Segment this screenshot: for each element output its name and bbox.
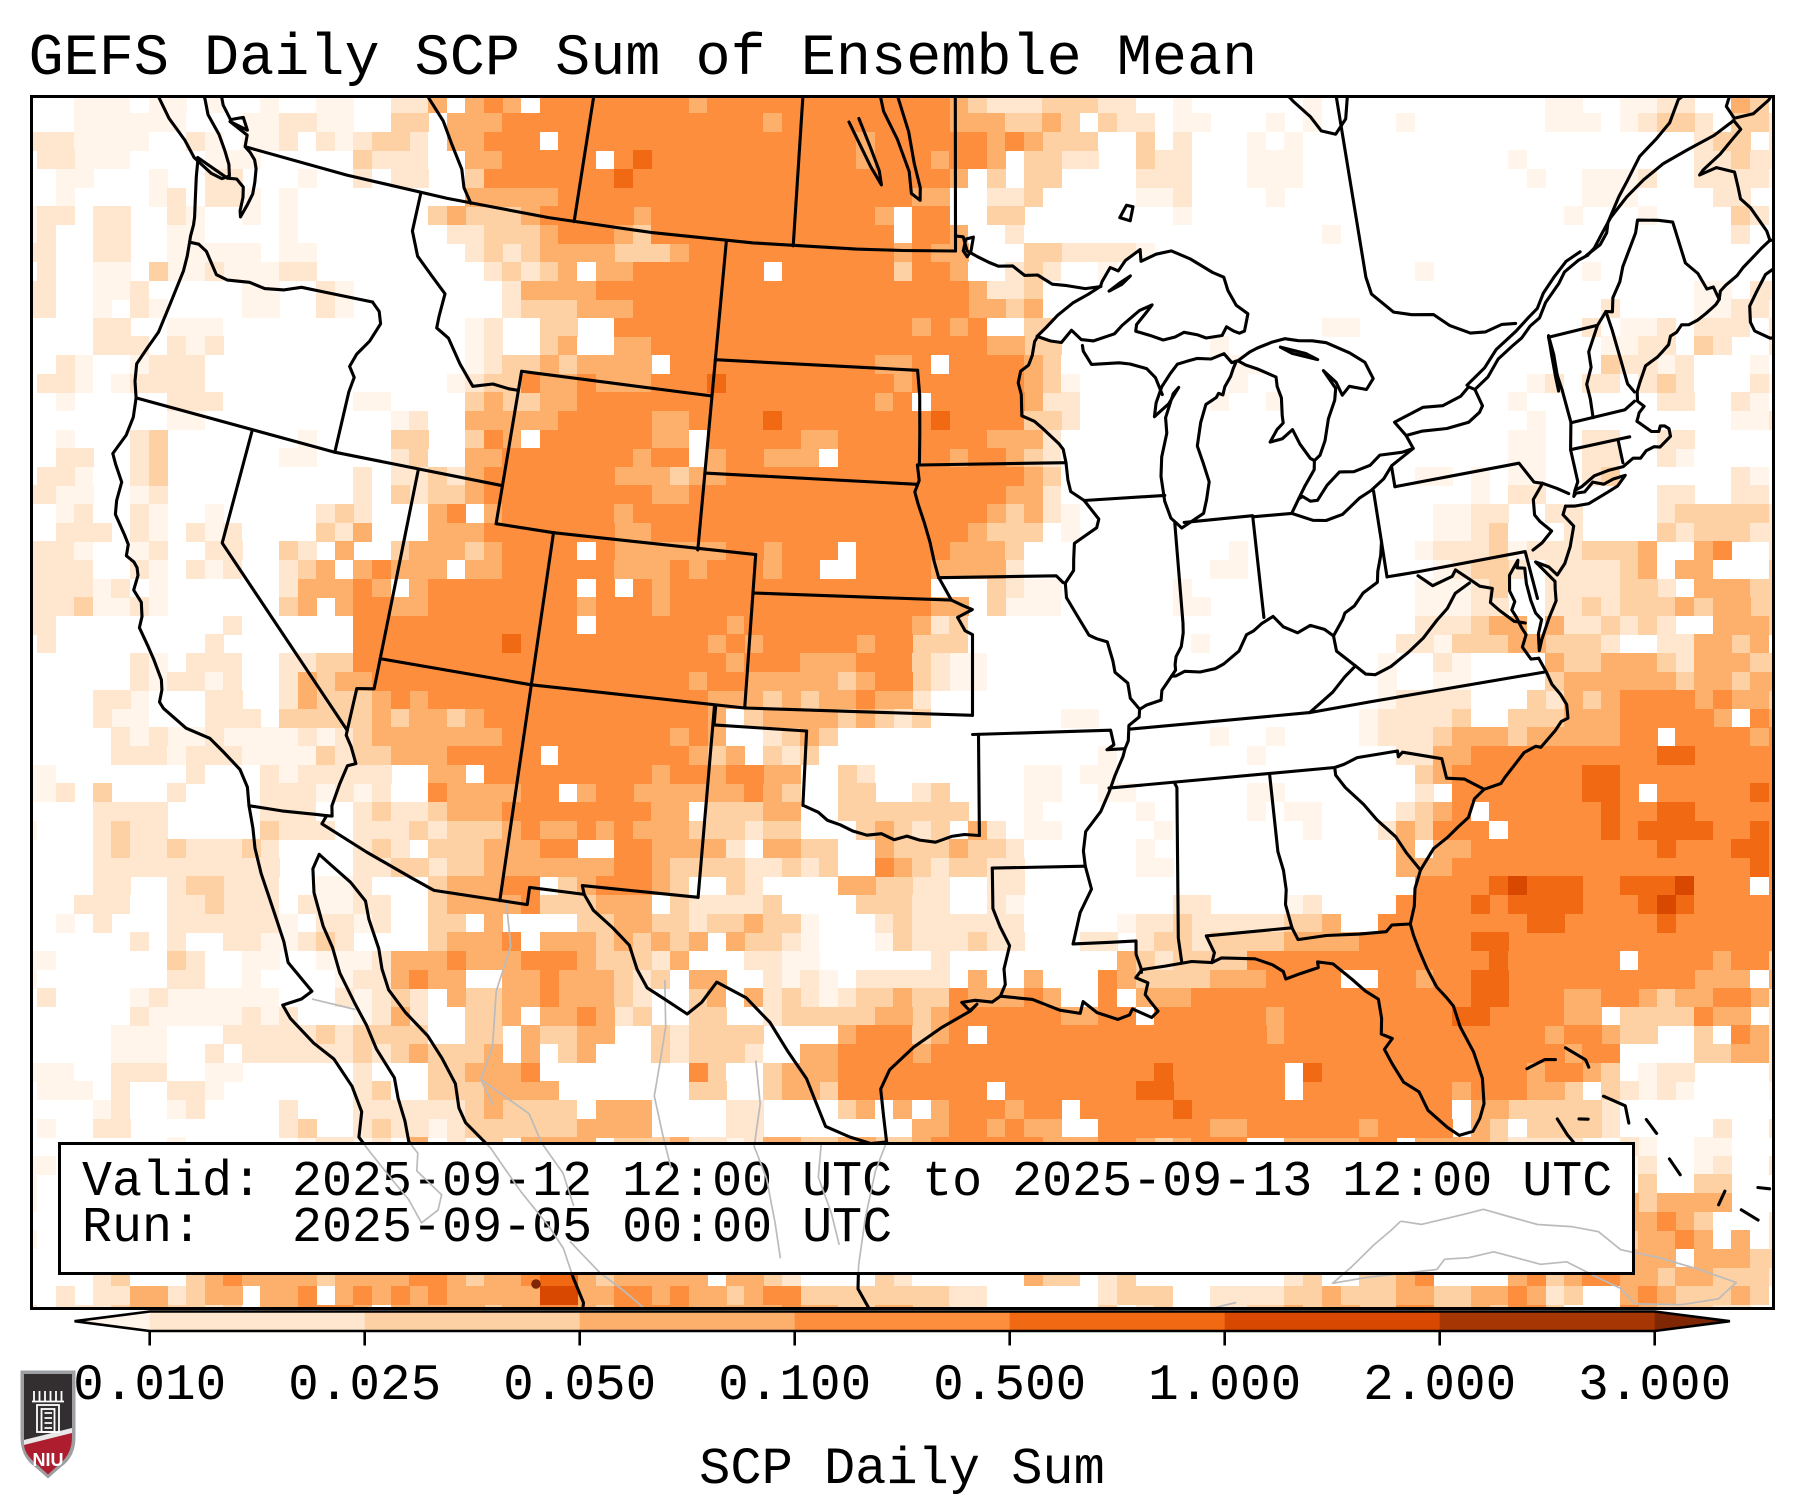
svg-text:0.100: 0.100 bbox=[718, 1358, 871, 1415]
svg-text:SCP Daily Sum: SCP Daily Sum bbox=[699, 1440, 1105, 1499]
svg-text:Run: 2025-09-05 00:00 UTC: Run: 2025-09-05 00:00 UTC bbox=[82, 1200, 892, 1257]
svg-text:2.000: 2.000 bbox=[1363, 1358, 1516, 1415]
svg-text:0.050: 0.050 bbox=[503, 1358, 656, 1415]
svg-text:1.000: 1.000 bbox=[1148, 1358, 1301, 1415]
svg-text:0.025: 0.025 bbox=[288, 1358, 441, 1415]
svg-text:0.500: 0.500 bbox=[933, 1358, 1086, 1415]
svg-text:NIU: NIU bbox=[33, 1450, 64, 1470]
svg-text:Valid: 2025-09-12 12:00 UTC to: Valid: 2025-09-12 12:00 UTC to 2025-09-1… bbox=[82, 1154, 1612, 1211]
svg-text:GEFS Daily SCP Sum of Ensemble: GEFS Daily SCP Sum of Ensemble Mean bbox=[29, 25, 1258, 92]
svg-text:3.000: 3.000 bbox=[1578, 1358, 1731, 1415]
svg-text:0.010: 0.010 bbox=[73, 1358, 226, 1415]
